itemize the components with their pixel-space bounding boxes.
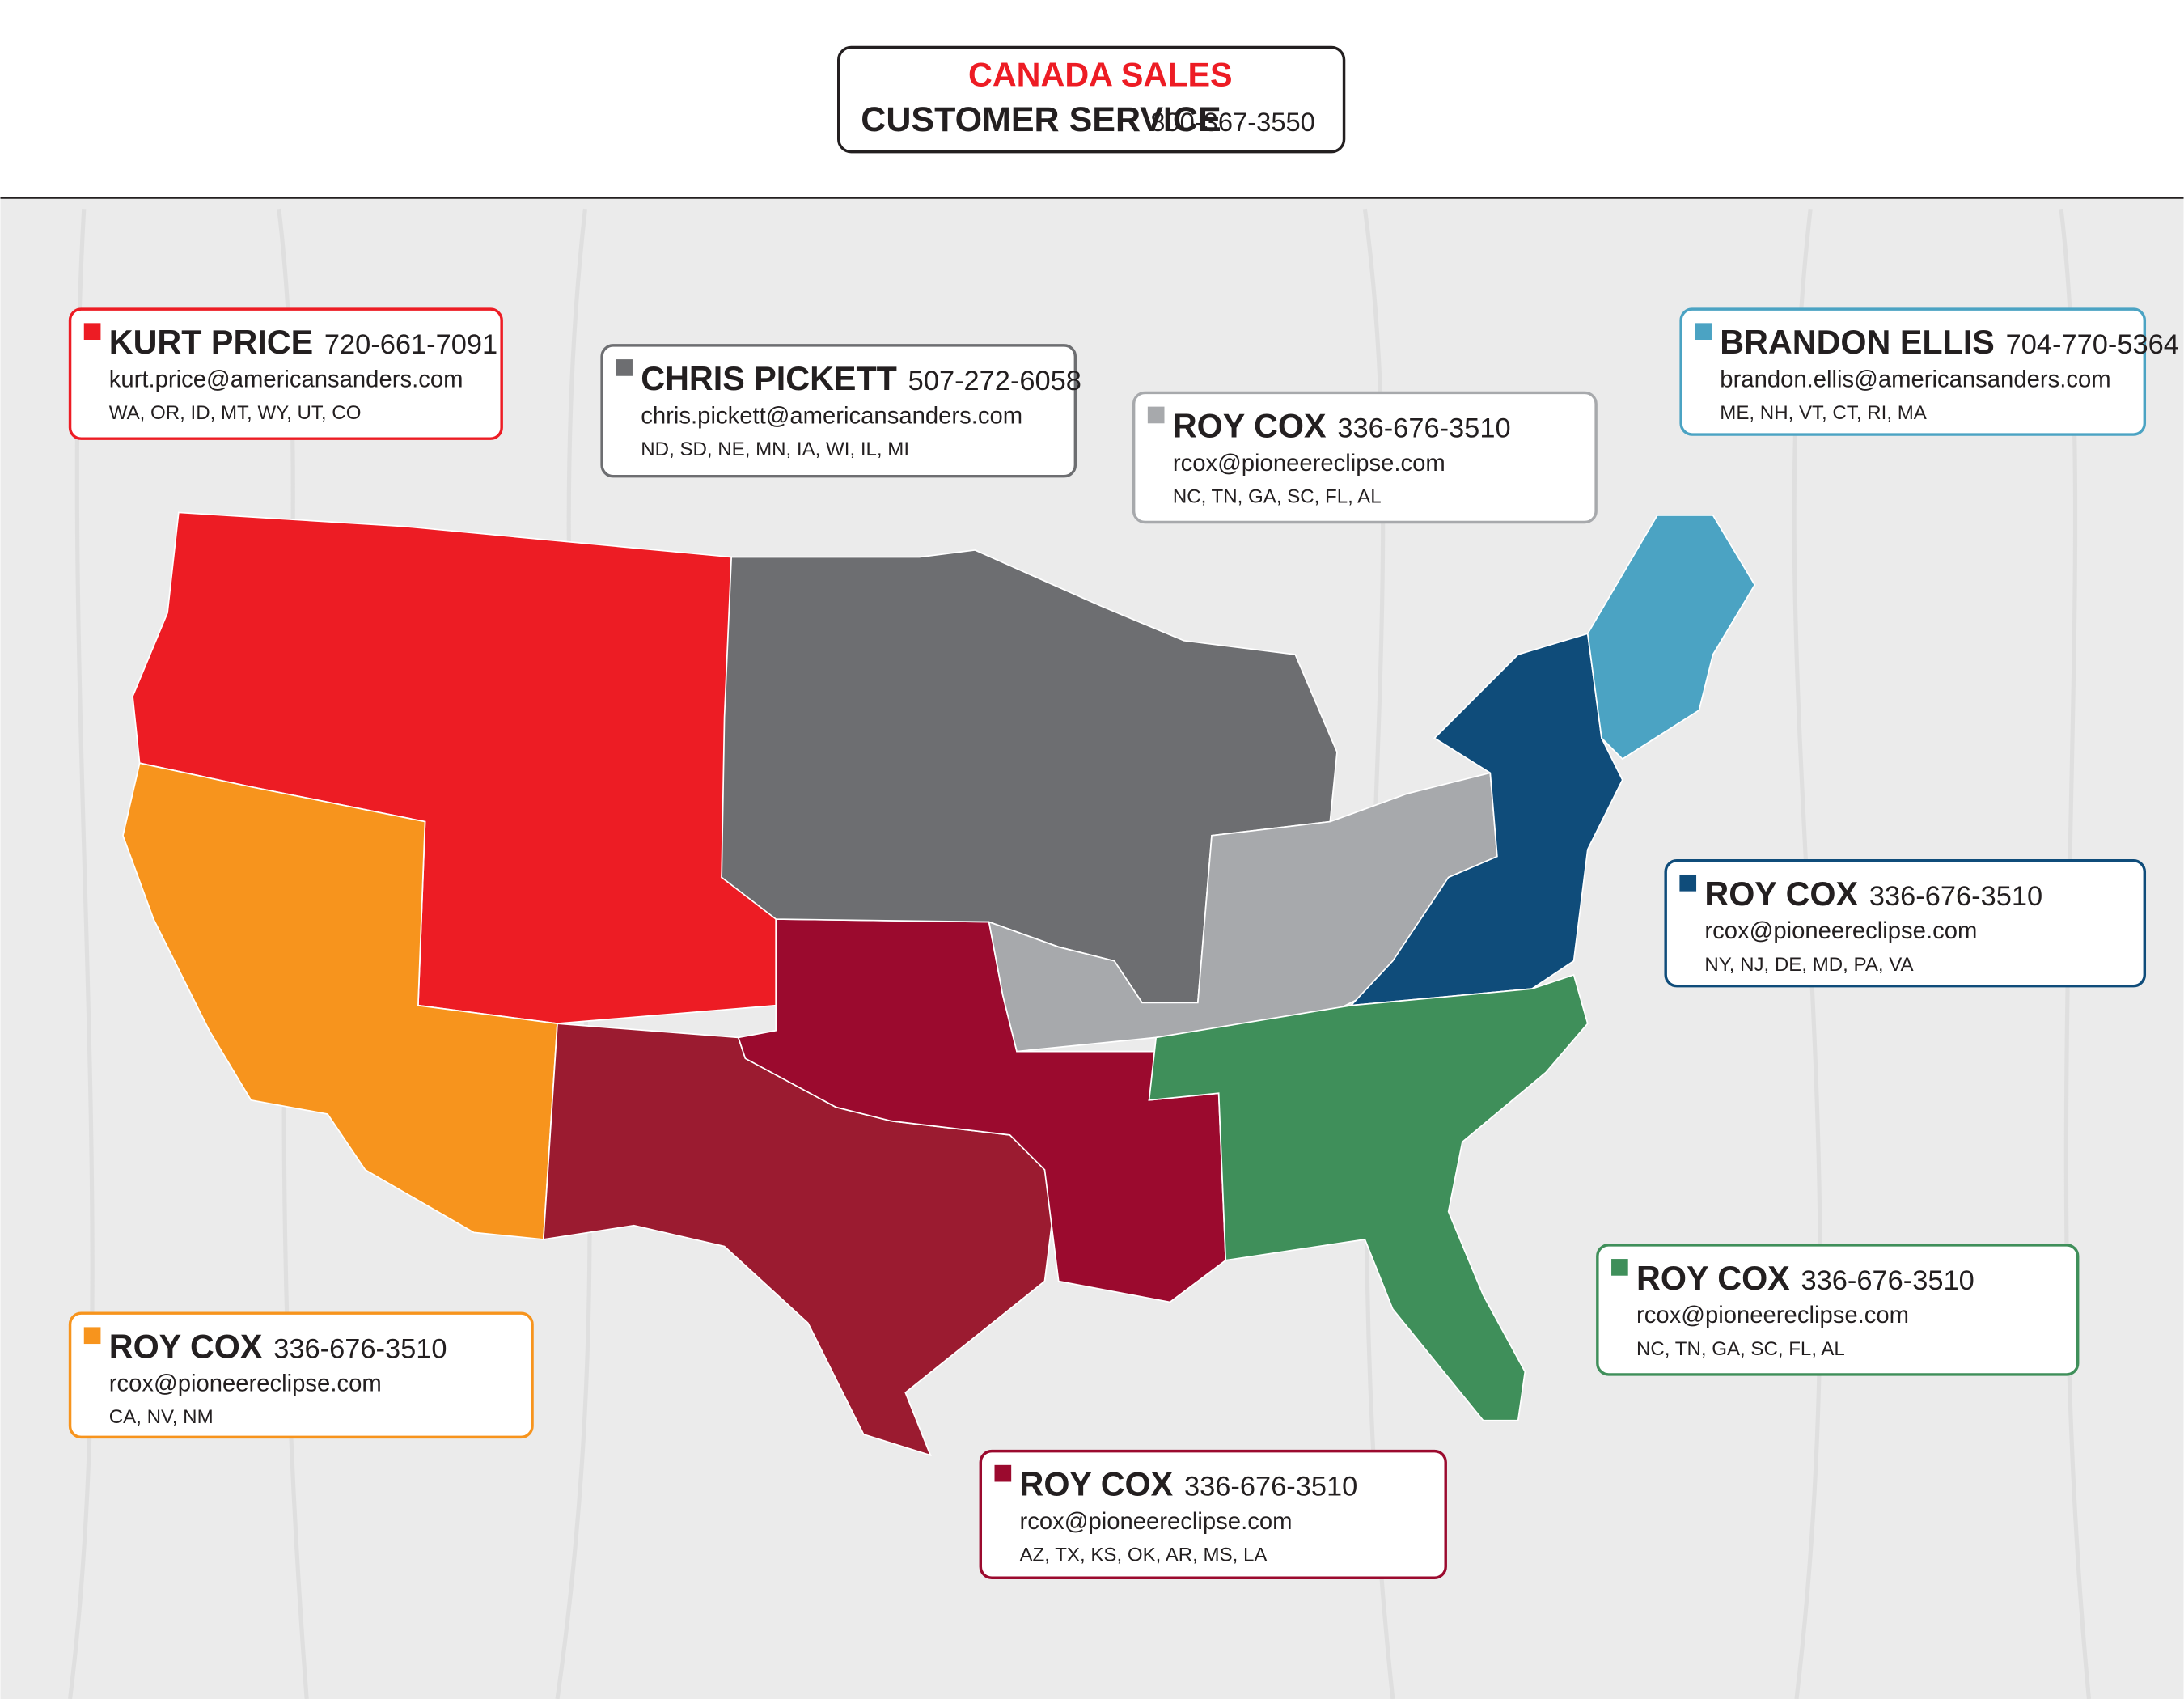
rep-states: NC, TN, GA, SC, FL, AL: [1636, 1338, 1845, 1360]
rep-box: [68, 1311, 534, 1439]
rep-states: AZ, TX, KS, OK, AR, MS, LA: [1019, 1544, 1268, 1566]
us-regions: [122, 511, 1756, 1457]
rep-name: ROY COX: [1704, 875, 1858, 913]
rep-swatch: [994, 1464, 1012, 1482]
header-title: CANADA SALES: [968, 57, 1233, 94]
region-southwest: [122, 762, 558, 1240]
rep-states: NY, NJ, DE, MD, PA, VA: [1704, 954, 1914, 976]
rep-phone: 507-272-6058: [908, 366, 1081, 396]
rep-name: ROY COX: [1173, 407, 1327, 444]
rep-name: KURT PRICE: [109, 324, 313, 361]
rep-email: rcox@pioneereclipse.com: [1019, 1509, 1292, 1535]
rep-states: ND, SD, NE, MN, IA, WI, IL, MI: [641, 439, 909, 460]
rep-phone: 336-676-3510: [1184, 1472, 1357, 1502]
header-phone: 800-367-3550: [1150, 107, 1315, 137]
rep-box: [1596, 1244, 2080, 1376]
rep-box: [68, 307, 503, 440]
rep-swatch: [83, 1327, 101, 1345]
rep-swatch: [1611, 1259, 1628, 1276]
rep-email: brandon.ellis@americansanders.com: [1720, 367, 2110, 393]
rep-swatch: [616, 359, 633, 376]
region-mid-atlantic: [1348, 633, 1623, 1006]
rep-states: ME, NH, VT, CT, RI, MA: [1720, 402, 1927, 424]
rep-box: [979, 1449, 1447, 1579]
rep-swatch: [83, 323, 101, 340]
rep-box: [600, 344, 1077, 478]
header-label: CUSTOMER SERVICE: [861, 100, 1221, 139]
rep-box: [1664, 859, 2147, 988]
rep-swatch: [1679, 874, 1697, 892]
rep-swatch: [1147, 406, 1165, 424]
rep-phone: 336-676-3510: [1869, 881, 2042, 912]
rep-email: rcox@pioneereclipse.com: [109, 1371, 382, 1397]
rep-swatch: [1695, 323, 1712, 340]
rep-states: WA, OR, ID, MT, WY, UT, CO: [109, 402, 362, 424]
rep-name: ROY COX: [1019, 1466, 1173, 1503]
rep-phone: 336-676-3510: [1337, 413, 1510, 443]
rep-phone: 336-676-3510: [1801, 1265, 1974, 1296]
rep-name: ROY COX: [1636, 1260, 1790, 1297]
rep-name: CHRIS PICKETT: [641, 360, 897, 397]
rep-states: CA, NV, NM: [109, 1406, 214, 1428]
rep-phone: 704-770-5364: [2006, 329, 2179, 360]
rep-email: kurt.price@americansanders.com: [109, 367, 463, 393]
rep-name: BRANDON ELLIS: [1720, 324, 1995, 361]
rep-email: rcox@pioneereclipse.com: [1636, 1303, 1909, 1328]
rep-states: NC, TN, GA, SC, FL, AL: [1173, 485, 1382, 507]
rep-phone: 720-661-7091: [324, 329, 497, 360]
rep-box: [1679, 307, 2147, 436]
rep-phone: 336-676-3510: [273, 1333, 447, 1364]
rep-name: ROY COX: [109, 1328, 263, 1365]
header-box: [837, 45, 1346, 154]
rep-email: chris.pickett@americansanders.com: [641, 403, 1022, 429]
region-southeast: [1148, 973, 1589, 1421]
rep-email: rcox@pioneereclipse.com: [1704, 918, 1977, 944]
region-new-england: [1586, 515, 1756, 761]
rep-box: [1132, 391, 1598, 524]
rep-email: rcox@pioneereclipse.com: [1173, 451, 1445, 477]
